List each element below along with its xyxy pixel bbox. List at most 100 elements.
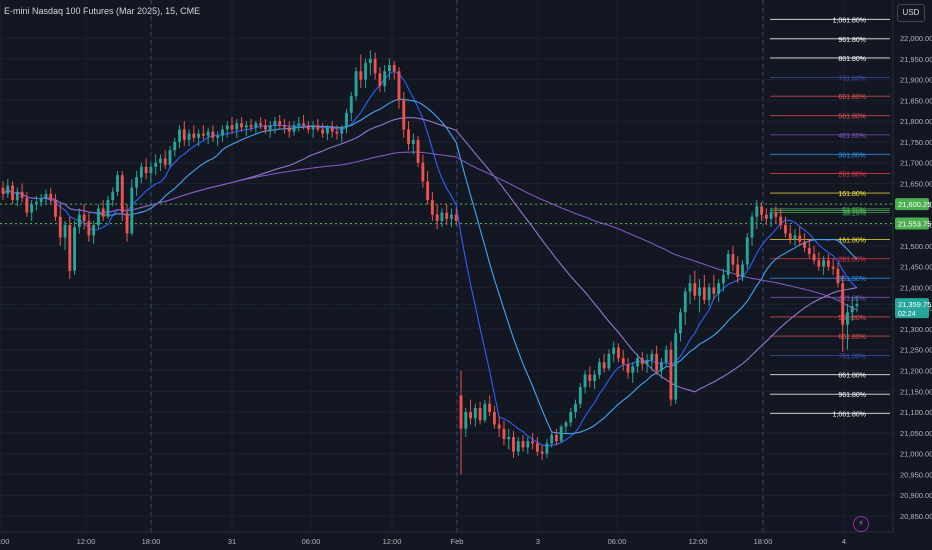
candle-body bbox=[6, 185, 10, 194]
candle-body bbox=[240, 123, 243, 128]
candle-body bbox=[321, 129, 325, 134]
candle-body bbox=[96, 208, 100, 226]
candlestick-series[interactable] bbox=[1, 50, 859, 475]
candle-body bbox=[182, 129, 186, 140]
candle-body bbox=[731, 254, 735, 265]
fib-level-label: 761.80% bbox=[838, 75, 866, 82]
price-tick-label: 21,900.00 bbox=[900, 76, 932, 85]
candle-body bbox=[454, 214, 458, 221]
price-labels: 21,600.25 21,553.75 21,359.75 02:24 bbox=[895, 198, 931, 319]
candle-body bbox=[836, 268, 840, 284]
candle-body bbox=[841, 283, 845, 325]
currency-button[interactable]: USD bbox=[897, 4, 925, 22]
candle-body bbox=[302, 123, 306, 126]
candle-body bbox=[712, 287, 716, 294]
candle-body bbox=[340, 127, 344, 134]
candle-body bbox=[58, 216, 62, 238]
candle-body bbox=[411, 139, 415, 144]
candle-body bbox=[507, 437, 511, 440]
candle-body bbox=[593, 374, 597, 381]
candle-body bbox=[636, 358, 639, 367]
candle-body bbox=[77, 214, 81, 228]
candle-body bbox=[30, 204, 34, 213]
candle-body bbox=[34, 202, 38, 205]
time-tick-label: 31 bbox=[228, 537, 236, 546]
candle-body bbox=[755, 206, 759, 217]
price-tick-label: 22,000.00 bbox=[900, 34, 932, 43]
candle-body bbox=[421, 162, 425, 182]
candle-body bbox=[779, 216, 783, 226]
candle-body bbox=[650, 353, 654, 361]
candle-body bbox=[159, 158, 162, 163]
candle-body bbox=[225, 125, 229, 130]
candle-body bbox=[368, 58, 372, 63]
candle-body bbox=[464, 412, 468, 429]
fib-level-label: 661.80% bbox=[838, 94, 866, 101]
candle-body bbox=[235, 123, 239, 130]
candle-body bbox=[416, 139, 420, 163]
time-axis[interactable]: 06:00 12:00 18:00 31 06:00 12:00 Feb 3 06:00 12:0… bbox=[0, 531, 893, 550]
candle-body bbox=[822, 260, 826, 267]
candle-body bbox=[168, 150, 172, 165]
fib-level-label: 1,061.80% bbox=[833, 411, 866, 418]
fib-level-label: 50.00% bbox=[842, 208, 866, 215]
candle-body bbox=[564, 422, 568, 427]
fib-level-label: 961.80% bbox=[838, 37, 866, 44]
candle-body bbox=[25, 198, 29, 213]
time-tick-label: 12:00 bbox=[689, 537, 708, 546]
candle-body bbox=[144, 166, 148, 174]
candle-body bbox=[73, 227, 76, 271]
price-axis-background bbox=[893, 0, 932, 550]
price-axis[interactable]: 22,000.00 21,950.00 21,900.00 21,850.00 21,8… bbox=[892, 0, 932, 550]
candle-body bbox=[583, 374, 587, 388]
price-tick-label: 21,000.00 bbox=[900, 450, 932, 459]
candle-body bbox=[20, 191, 24, 199]
candle-body bbox=[364, 62, 368, 80]
candle-body bbox=[139, 166, 143, 178]
candle-body bbox=[54, 200, 57, 217]
candle-body bbox=[492, 412, 496, 425]
chart-grid bbox=[0, 0, 893, 532]
candle-body bbox=[349, 96, 353, 113]
candle-body bbox=[402, 100, 406, 130]
candle-body bbox=[335, 131, 339, 134]
candle-body bbox=[669, 349, 673, 400]
time-tick-label: 18:00 bbox=[142, 537, 161, 546]
candle-body bbox=[68, 225, 72, 271]
candle-body bbox=[440, 212, 444, 221]
price-label-countdown: 02:24 bbox=[898, 311, 916, 318]
candle-body bbox=[607, 353, 611, 369]
candle-body bbox=[597, 362, 601, 375]
candle-body bbox=[574, 403, 577, 413]
candle-body bbox=[378, 73, 382, 86]
candle-body bbox=[750, 216, 754, 238]
time-tick-label: 06:00 bbox=[0, 537, 9, 546]
candle-body bbox=[197, 133, 201, 138]
candle-body bbox=[612, 347, 616, 354]
candle-body bbox=[702, 287, 706, 300]
candle-body bbox=[855, 304, 859, 307]
candle-body bbox=[617, 347, 620, 359]
fib-level-label: 861.80% bbox=[838, 56, 866, 63]
candle-body bbox=[249, 125, 253, 128]
price-label-text: 21,553.75 bbox=[898, 219, 931, 228]
lightning-icon[interactable]: ⚡ bbox=[853, 516, 869, 532]
candle-body bbox=[306, 125, 310, 130]
candle-body bbox=[588, 374, 592, 381]
candle-body bbox=[736, 264, 740, 277]
candle-body bbox=[645, 360, 649, 365]
candle-body bbox=[683, 291, 687, 313]
candle-body bbox=[11, 185, 14, 201]
candle-body bbox=[531, 441, 535, 444]
candle-body bbox=[631, 366, 635, 373]
candle-body bbox=[473, 407, 477, 419]
candle-body bbox=[135, 177, 139, 188]
price-tick-label: 21,700.00 bbox=[900, 159, 932, 168]
candle-body bbox=[688, 283, 692, 292]
candle-body bbox=[626, 364, 630, 373]
candle-body bbox=[254, 123, 258, 128]
candle-body bbox=[111, 191, 115, 201]
candle-body bbox=[846, 312, 849, 325]
